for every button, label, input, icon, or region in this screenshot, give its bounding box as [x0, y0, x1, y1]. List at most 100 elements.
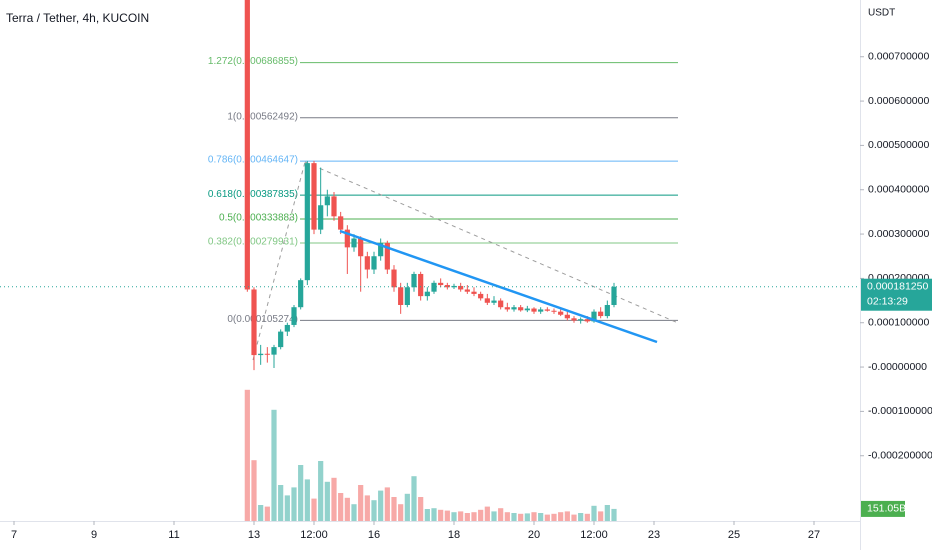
- candle-body: [524, 308, 530, 311]
- x-tick-label: 7: [11, 529, 17, 541]
- volume-bar: [584, 513, 590, 521]
- candle-body: [358, 238, 364, 257]
- volume-bar: [378, 490, 384, 521]
- candle-body: [598, 311, 604, 317]
- candle-body: [378, 242, 384, 257]
- candle-body: [504, 307, 510, 310]
- fib-level-label: 0.382(0.000279931): [208, 237, 298, 248]
- candle-body: [591, 311, 597, 322]
- candle-body: [258, 353, 264, 356]
- volume-bar: [251, 460, 257, 521]
- volume-bar: [498, 508, 504, 521]
- plot-area: 1.272(0.000686855) 1(0.000562492) 0.786(0.…: [0, 0, 860, 521]
- volume-bar: [384, 487, 390, 521]
- candle-body: [424, 291, 430, 297]
- candle-body: [291, 307, 297, 325]
- volume-badge: [861, 500, 905, 517]
- volume-bar: [544, 514, 550, 521]
- volume-bar: [491, 511, 497, 521]
- volume-bar: [451, 512, 457, 521]
- candle-body: [338, 216, 344, 230]
- volume-bar: [264, 506, 270, 521]
- volume-bar: [478, 509, 484, 521]
- fib-trend-line: [252, 161, 306, 361]
- y-tick-label: -0.000100000: [868, 405, 932, 417]
- candle-body: [344, 229, 350, 248]
- volume-bar: [504, 512, 510, 521]
- axis-unit: USDT: [868, 8, 895, 19]
- candle-body: [298, 280, 304, 308]
- volume-bar: [611, 508, 617, 521]
- candle-body: [264, 353, 270, 355]
- candle-body: [411, 273, 417, 288]
- volume-bar: [358, 485, 364, 521]
- volume-bar: [304, 479, 310, 521]
- x-tick-label: 11: [168, 529, 179, 541]
- x-tick-label: 18: [448, 529, 460, 541]
- candle-body: [304, 163, 310, 281]
- candle-body: [331, 196, 337, 217]
- fib-level-label: 0.786(0.000464647): [208, 155, 298, 166]
- volume-bar: [484, 506, 490, 521]
- price-axis: 0.000700000 0.000600000 0.000500000 0.00040…: [860, 51, 932, 462]
- volume-bar: [524, 513, 530, 521]
- y-tick-label: -0.000200000: [868, 450, 932, 462]
- y-tick-label: 0.000600000: [868, 95, 929, 107]
- chart-title: Terra / Tether, 4h, KUCOIN: [6, 11, 149, 25]
- last-price-badge: [861, 278, 932, 311]
- candle-body: [251, 289, 257, 356]
- volume-bar: [351, 504, 357, 521]
- volume-bar: [571, 514, 577, 521]
- candle-body: [511, 307, 517, 310]
- candle-body: [244, 0, 250, 290]
- x-tick-label: 13: [248, 529, 260, 541]
- candle-body: [278, 331, 284, 348]
- candle-body: [284, 324, 290, 332]
- volume-bar: [278, 485, 284, 521]
- candle-body: [571, 318, 577, 321]
- fib-level-label: 1(0.000562492): [227, 111, 298, 122]
- x-tick-label: 23: [648, 529, 660, 541]
- volume-bar: [311, 498, 317, 521]
- candle-body: [611, 286, 617, 305]
- candle-body: [518, 307, 524, 311]
- volume-bar: [244, 389, 250, 521]
- x-tick-label: 27: [808, 529, 820, 541]
- candle-body: [604, 304, 610, 317]
- volume-bar: [338, 493, 344, 521]
- volume-bar: [538, 513, 544, 521]
- fib-retracement: 1.272(0.000686855) 1(0.000562492) 0.786(0.…: [208, 56, 678, 325]
- candle-body: [538, 309, 544, 312]
- volume-bar: [578, 513, 584, 521]
- volume-bar: [431, 508, 437, 521]
- volume-bar: [271, 409, 277, 521]
- volume-bar: [458, 511, 464, 521]
- fib-level-label: 1.272(0.000686855): [208, 56, 298, 67]
- volume-bar: [404, 493, 410, 521]
- volume-bar: [298, 465, 304, 521]
- volume-bar: [391, 497, 397, 521]
- candle-body: [271, 347, 277, 355]
- candle-body: [478, 293, 484, 299]
- x-tick-label: 9: [91, 529, 97, 541]
- candle-body: [558, 311, 564, 315]
- volume-bar: [558, 512, 564, 521]
- volume-bar: [331, 477, 337, 521]
- volume-bar: [604, 505, 610, 521]
- time-axis: 7 9 11 13 12:00 16 18 20 12:00 23 25 27: [11, 521, 820, 541]
- candle-body: [484, 298, 490, 303]
- volume-bar: [438, 509, 444, 521]
- volume-bar: [324, 481, 330, 521]
- volume-bar: [411, 476, 417, 521]
- y-tick-label: 0.000700000: [868, 51, 929, 63]
- candle-body: [351, 238, 357, 248]
- volume-bar: [424, 509, 430, 521]
- volume-bar: [291, 487, 297, 521]
- candles: [244, 0, 617, 371]
- x-tick-label: 12:00: [580, 529, 608, 541]
- volume-label: 151.05B: [867, 503, 906, 515]
- candle-body: [491, 300, 497, 303]
- volume-bar: [418, 497, 424, 521]
